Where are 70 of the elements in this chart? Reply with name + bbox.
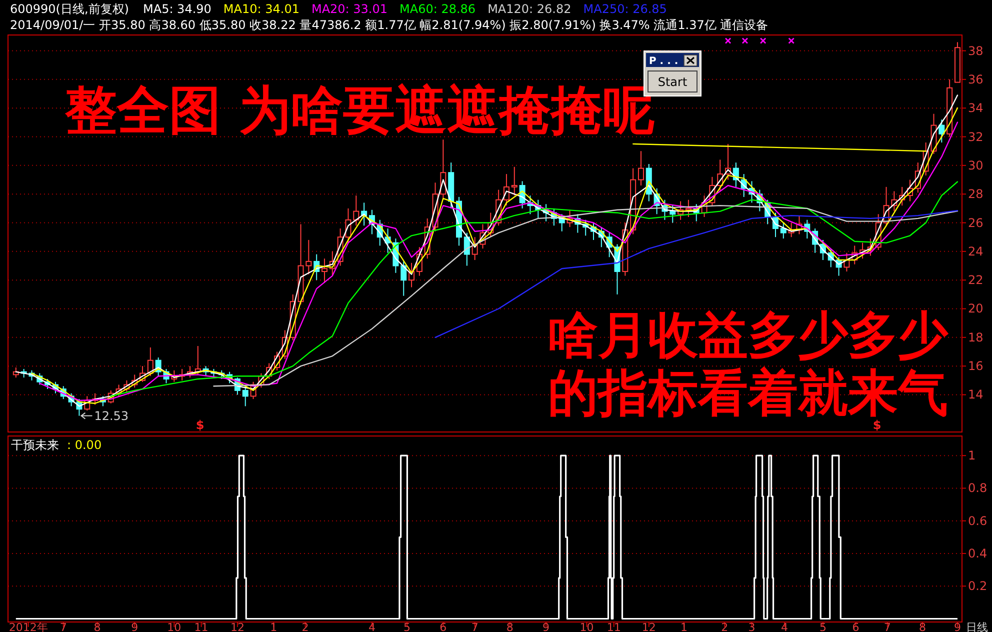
- x-tick-label: 7: [471, 621, 478, 632]
- annotation: $: [872, 418, 882, 432]
- text: MA120: 26.82: [488, 2, 572, 16]
- annotation: P . . .: [649, 56, 678, 67]
- x-tick-label: 8: [918, 621, 926, 632]
- y-tick-label: 30: [968, 158, 984, 172]
- x-tick-label: 11: [606, 621, 621, 632]
- y-tick-label: 14: [968, 388, 984, 402]
- x-tick-label: 5: [404, 621, 411, 632]
- text: MA5: 34.90: [143, 2, 212, 16]
- candlestick: [670, 205, 676, 224]
- x-tick-label: 6: [440, 621, 447, 632]
- x-tick-label: 4: [368, 621, 376, 632]
- candlestick: [242, 387, 248, 407]
- x-tick-label: 12: [230, 621, 244, 632]
- y-tick-label: 36: [968, 72, 984, 86]
- x-tick-label: 5: [819, 621, 826, 632]
- y-tick-label: 28: [968, 187, 984, 202]
- candlestick: [353, 195, 360, 226]
- y-tick-label: 0.4: [968, 546, 988, 560]
- x-tick-label: 7: [884, 621, 891, 632]
- annotation: $: [196, 418, 204, 432]
- candlestick: [780, 222, 786, 240]
- chart-title: 600990(日线,前复权): [10, 2, 129, 16]
- x-tick-label: 12: [642, 621, 656, 632]
- x-tick-label: 7: [60, 621, 67, 632]
- y-tick-label: 16: [968, 359, 984, 374]
- x-tick-label: 1: [680, 621, 688, 632]
- x-tick-label: 2: [302, 621, 309, 632]
- annotation: Start: [658, 75, 688, 89]
- y-tick-label: 24: [968, 244, 984, 258]
- x-tick-label: 6: [852, 621, 860, 632]
- text: MA20: 33.01: [311, 2, 388, 16]
- candlestick: [321, 258, 328, 284]
- y-tick-label: 0.8: [968, 481, 988, 496]
- x-tick-label: 1: [270, 621, 278, 632]
- y-tick-label: 1: [968, 448, 976, 463]
- annotation: 整全图 为啥要遮遮掩掩呢: [64, 80, 656, 141]
- y-tick-label: 38: [968, 44, 984, 58]
- x-tick-label: 10: [580, 621, 594, 632]
- y-tick-label: 0.2: [968, 579, 988, 594]
- candlestick: [511, 166, 518, 196]
- annotation: 12.53: [94, 408, 129, 423]
- chart-subtitle: 2014/09/01/一 开35.80 高38.60 低35.80 收38.22 量47386.2 额1.77亿 幅2.81(7.94%) 振2.80(7.91%) 换3.47% 流通1.37亿 通信设备: [10, 18, 768, 32]
- text: MA10: 34.01: [223, 2, 300, 16]
- x-tick-label: 9: [954, 621, 961, 632]
- x-tick-label: 3: [748, 621, 756, 632]
- y-tick-label: 20: [968, 302, 984, 316]
- x-tick-label: 8: [506, 621, 514, 632]
- x-tick-label: 2012年: [8, 621, 48, 632]
- y-tick-label: 34: [968, 101, 984, 116]
- y-tick-label: 22: [968, 273, 984, 288]
- x-tick-label: 11: [194, 621, 208, 632]
- candlestick: [938, 119, 945, 143]
- x-tick-label: 9: [542, 621, 550, 632]
- x-tick-label: 8: [94, 621, 101, 632]
- y-tick-label: 18: [968, 330, 984, 344]
- x-tick-label: 9: [131, 621, 138, 632]
- y-tick-label: 26: [968, 216, 984, 230]
- x-tick-label: 2: [721, 621, 728, 632]
- x-tick-label: 4: [781, 621, 788, 632]
- annotation: : 0.00: [67, 438, 102, 452]
- text: MA250: 26.85: [583, 2, 667, 16]
- text: MA60: 28.86: [400, 2, 476, 16]
- text: 干预未来: [11, 438, 59, 452]
- y-tick-label: 32: [968, 130, 984, 144]
- candlestick: [638, 150, 644, 186]
- candlestick: [400, 260, 407, 296]
- x-tick-label: 10: [167, 621, 182, 632]
- y-tick-label: 0.6: [968, 514, 988, 528]
